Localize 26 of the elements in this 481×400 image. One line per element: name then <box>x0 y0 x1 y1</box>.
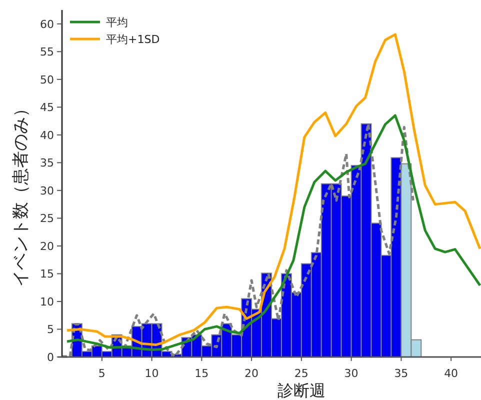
y-tick-label: 10 <box>40 295 54 308</box>
line-series <box>60 122 414 358</box>
x-tick-label: 10 <box>144 367 159 380</box>
y-tick-label: 60 <box>40 18 54 31</box>
x-tick-label: 15 <box>194 367 209 380</box>
x-tick-label: 30 <box>344 367 358 380</box>
y-tick-label: 40 <box>40 128 54 142</box>
y-tick-label: 25 <box>40 212 54 226</box>
x-axis-title: 診断週 <box>278 381 326 400</box>
y-tick-label: 45 <box>40 101 54 114</box>
y-tick-label: 20 <box>40 240 54 253</box>
y-tick-label: 50 <box>40 73 54 86</box>
x-tick-label: 35 <box>394 367 408 380</box>
x-tick-label: 40 <box>444 367 458 380</box>
y-tick-label: 55 <box>40 46 54 59</box>
x-tick-label: 20 <box>244 367 259 380</box>
y-tick-label: 30 <box>40 184 54 198</box>
y-tick-label: 5 <box>47 323 54 336</box>
y-axis-title: イベント数（患者のみ） <box>11 100 31 287</box>
y-tick-label: 15 <box>40 268 54 281</box>
y-tick-label: 0 <box>47 351 54 364</box>
legend-label: 平均 <box>106 16 128 29</box>
x-tick-label: 5 <box>98 367 106 380</box>
legend-label: 平均+1SD <box>106 33 160 46</box>
x-tick-label: 25 <box>294 367 308 380</box>
y-tick-label: 35 <box>40 156 54 170</box>
